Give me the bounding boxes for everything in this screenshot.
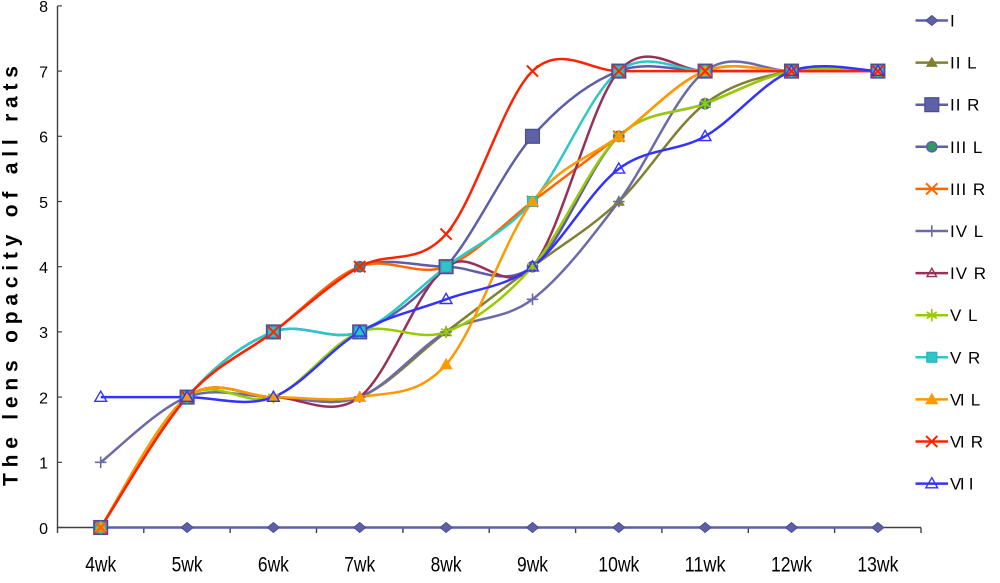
- svg-text:13wk: 13wk: [857, 554, 898, 577]
- svg-text:VI L: VI L: [950, 390, 981, 409]
- svg-text:I: I: [950, 12, 956, 31]
- svg-text:10wk: 10wk: [598, 554, 639, 577]
- svg-text:5wk: 5wk: [172, 554, 203, 577]
- svg-text:9wk: 9wk: [517, 554, 548, 577]
- svg-text:1: 1: [39, 456, 48, 473]
- svg-text:8: 8: [39, 0, 48, 16]
- svg-text:5: 5: [39, 195, 48, 212]
- svg-text:7: 7: [39, 64, 48, 81]
- svg-text:II R: II R: [950, 96, 980, 115]
- svg-text:III R: III R: [950, 180, 986, 199]
- svg-text:7wk: 7wk: [344, 554, 375, 577]
- svg-text:II L: II L: [950, 54, 978, 73]
- svg-text:IV R: IV R: [950, 264, 987, 283]
- svg-text:3: 3: [39, 325, 48, 342]
- svg-text:V R: V R: [950, 348, 981, 367]
- svg-text:8wk: 8wk: [431, 554, 462, 577]
- svg-text:IV L: IV L: [950, 222, 984, 241]
- svg-text:4wk: 4wk: [85, 554, 116, 577]
- svg-text:11wk: 11wk: [685, 554, 726, 577]
- svg-text:12wk: 12wk: [771, 554, 812, 577]
- svg-text:0: 0: [39, 521, 48, 538]
- svg-text:6: 6: [39, 130, 48, 147]
- svg-text:2: 2: [39, 390, 48, 407]
- svg-text:4: 4: [39, 260, 48, 277]
- svg-text:6wk: 6wk: [258, 554, 289, 577]
- svg-text:VI R: VI R: [950, 433, 984, 452]
- svg-text:V L: V L: [950, 306, 979, 325]
- svg-text:VI I: VI I: [950, 475, 974, 494]
- svg-text:III L: III L: [950, 138, 983, 157]
